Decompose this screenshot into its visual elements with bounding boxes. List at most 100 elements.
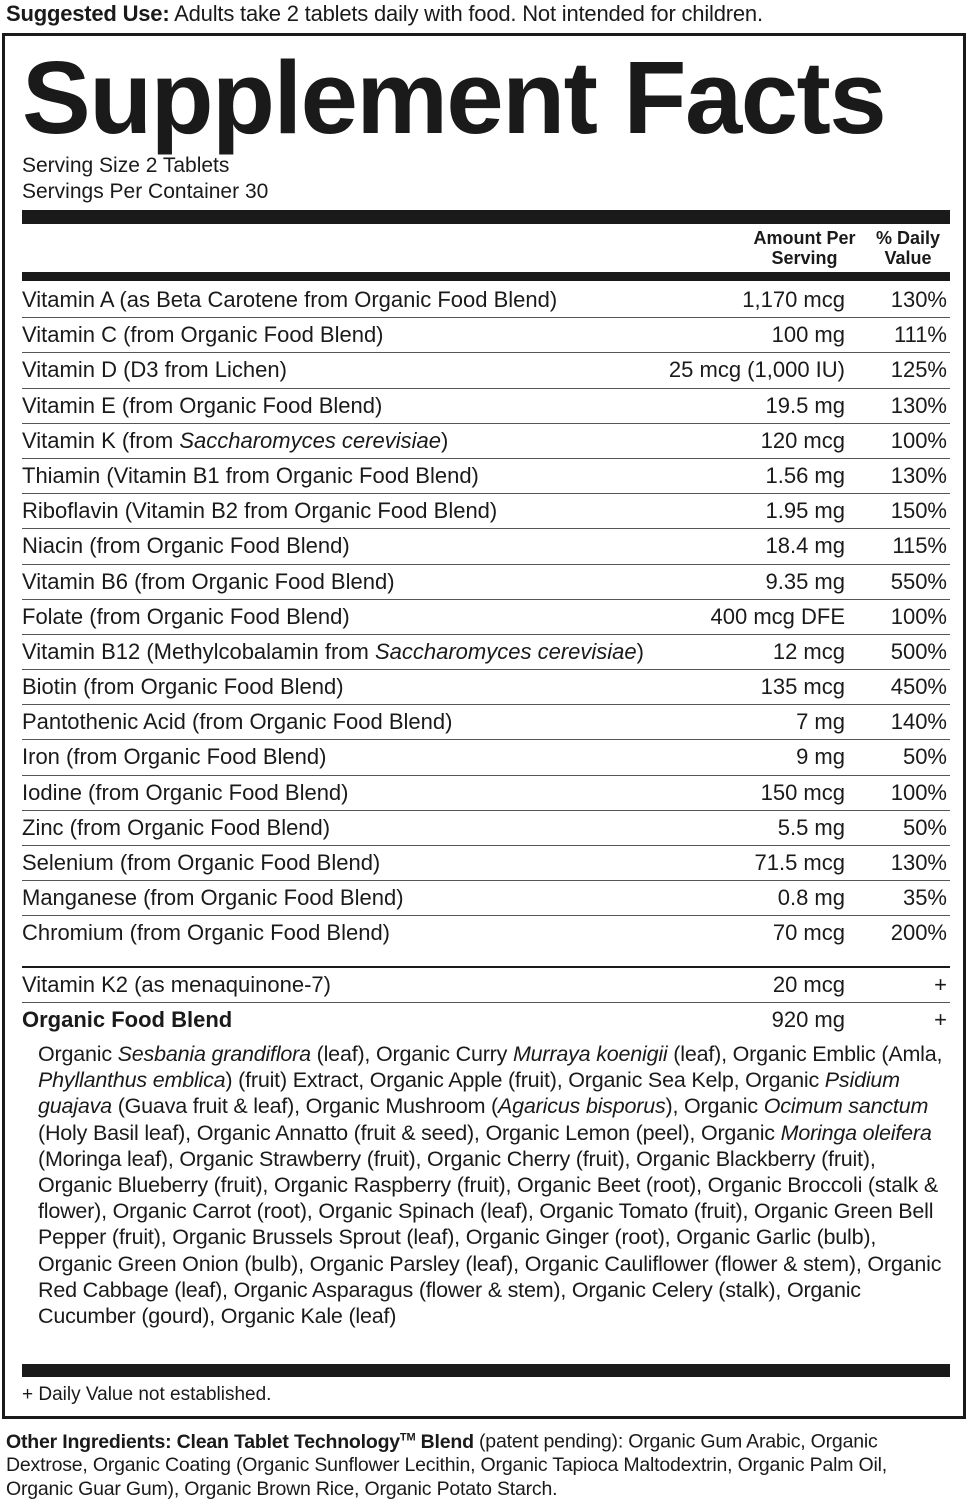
nutrient-row: Riboflavin (Vitamin B2 from Organic Food… (22, 494, 950, 530)
nutrient-row: Vitamin D (D3 from Lichen) 25 mcg (1,000 … (22, 353, 950, 389)
nutrient-name: Pantothenic Acid (from Organic Food Blen… (22, 705, 452, 738)
nutrient-row: Manganese (from Organic Food Blend) 0.8 m… (22, 881, 950, 917)
text-segment: Thiamin (Vitamin B1 from Organic Food Bl… (22, 462, 479, 488)
italic-species-name: Moringa oleifera (780, 1120, 932, 1145)
nutrient-name: Biotin (from Organic Food Blend) (22, 670, 344, 703)
suggested-use: Suggested Use: Adults take 2 tablets dai… (6, 0, 763, 28)
nutrient-daily-value: 550% (890, 568, 947, 594)
divider-medium (22, 272, 950, 281)
text-segment: ) (440, 427, 449, 453)
text-segment: Vitamin A (as Beta Carotene from Organic… (22, 287, 558, 312)
supplement-facts-panel: Supplement Facts Serving Size 2 Tablets … (2, 33, 966, 1419)
nutrient-amount: 71.5 mcg (754, 850, 846, 875)
nutrient-amount: 7 mg (796, 709, 845, 735)
nutrient-row: Niacin (from Organic Food Blend) 18.4 mg 1… (22, 529, 950, 565)
other-ingredients: Other Ingredients: Clean Tablet Technolo… (6, 1426, 956, 1501)
nutrient-daily-value: 100% (890, 779, 947, 805)
nutrient-row: Biotin (from Organic Food Blend) 135 mcg 4… (22, 670, 950, 706)
serving-info: Serving Size 2 Tablets Servings Per Cont… (22, 153, 268, 205)
italic-species-name: Psidium guajava (38, 1068, 900, 1119)
suggested-use-label: Suggested Use: (6, 1, 170, 26)
nutrient-row: Chromium (from Organic Food Blend) 70 mcg… (22, 916, 950, 951)
nutrient-daily-value: 35% (902, 885, 947, 911)
nutrient-row: Vitamin C (from Organic Food Blend) 100 m… (22, 318, 950, 354)
nutrient-name: Vitamin C (from Organic Food Blend) (22, 318, 384, 351)
nutrient-amount: 1,170 mcg (742, 287, 845, 312)
nutrient-amount: 1.56 mg (765, 462, 846, 488)
nutrient-row: Thiamin (Vitamin B1 from Organic Food Bl… (22, 459, 950, 495)
nutrient-row: Vitamin K2 (as menaquinone-7) 20 mcg + (22, 968, 950, 1004)
text-segment: (leaf), Organic Curry (310, 1042, 513, 1066)
nutrient-daily-value: 100% (890, 427, 947, 453)
nutrient-amount: 70 mcg (772, 920, 845, 946)
nutrient-amount: 20 mcg (772, 972, 845, 997)
nutrient-amount: 920 mg (771, 1007, 845, 1033)
italic-species-name: Murraya koenigii (512, 1042, 668, 1066)
nutrient-row: Iron (from Organic Food Blend) 9 mg 50% (22, 740, 950, 776)
nutrient-amount: 120 mcg (760, 427, 845, 453)
nutrient-daily-value: 200% (890, 920, 947, 946)
trademark-mark: TM (399, 1431, 416, 1443)
nutrient-name: Selenium (from Organic Food Blend) (22, 846, 380, 879)
nutrient-amount: 25 mcg (1,000 IU) (668, 357, 845, 383)
text-segment: Organic (38, 1042, 118, 1066)
other-ingredients-label-suffix: Blend (415, 1430, 474, 1453)
text-segment: ) (636, 638, 644, 664)
nutrient-row: Vitamin A (as Beta Carotene from Organic… (22, 283, 950, 319)
text-segment: Manganese (from Organic Food Blend) (22, 885, 404, 911)
text-segment: Vitamin D (D3 from Lichen) (22, 357, 287, 383)
nutrient-name: Zinc (from Organic Food Blend) (22, 811, 330, 844)
text-segment: Iron (from Organic Food Blend) (22, 744, 327, 770)
nutrient-row: Vitamin B12 (Methylcobalamin from Saccha… (22, 635, 950, 671)
text-segment: Vitamin K (from (22, 427, 180, 453)
nutrient-row: Vitamin B6 (from Organic Food Blend) 9.35… (22, 565, 950, 600)
italic-species-name: Sesbania grandiflora (117, 1042, 311, 1066)
footnote: + Daily Value not established. (22, 1384, 272, 1405)
nutrient-amount: 19.5 mg (765, 392, 846, 418)
nutrient-daily-value: 50% (902, 814, 947, 840)
column-header-daily-value: % Daily Value (875, 228, 941, 268)
text-segment: Vitamin E (from Organic Food Blend) (22, 392, 383, 418)
italic-species-name: Saccharomyces cerevisiae (179, 427, 441, 453)
italic-species-name: Phyllanthus emblica (38, 1068, 226, 1093)
nutrient-daily-value: 130% (890, 392, 947, 418)
text-segment: (Holy Basil leaf), Organic Annatto (frui… (38, 1120, 781, 1145)
nutrient-name: Thiamin (Vitamin B1 from Organic Food Bl… (22, 459, 479, 492)
nutrient-daily-value: 140% (890, 709, 947, 735)
text-segment: Iodine (from Organic Food Blend) (22, 779, 349, 805)
nutrient-name: Chromium (from Organic Food Blend) (22, 916, 390, 949)
nutrient-daily-value: 50% (902, 744, 947, 770)
nutrient-name: Vitamin K (from Saccharomyces cerevisiae… (22, 424, 448, 457)
nutrient-daily-value: + (934, 1007, 947, 1033)
text-segment: (Guava fruit & leaf), Organic Mushroom ( (111, 1094, 499, 1119)
divider-thick (22, 210, 950, 224)
nutrient-daily-value: 150% (890, 498, 947, 524)
nutrient-daily-value: 100% (890, 603, 947, 629)
nutrient-row: Vitamin E (from Organic Food Blend) 19.5 … (22, 389, 950, 424)
organic-food-blend-ingredients: Organic Sesbania grandiflora (leaf), Org… (38, 1041, 950, 1329)
nutrient-daily-value: 450% (890, 674, 947, 700)
nutrient-name: Organic Food Blend (22, 1003, 232, 1036)
text-segment: Vitamin B6 (from Organic Food Blend) (22, 568, 395, 594)
text-segment: Organic Food Blend (22, 1007, 233, 1033)
text-segment: Niacin (from Organic Food Blend) (22, 533, 350, 559)
nutrient-name: Vitamin A (as Beta Carotene from Organic… (22, 283, 557, 316)
nutrient-name: Vitamin D (D3 from Lichen) (22, 353, 287, 386)
nutrient-amount: 135 mcg (760, 674, 845, 700)
nutrient-name: Vitamin K2 (as menaquinone-7) (22, 968, 331, 1001)
nutrient-row: Organic Food Blend 920 mg + (22, 1003, 950, 1038)
nutrient-row: Zinc (from Organic Food Blend) 5.5 mg 50% (22, 811, 950, 846)
nutrient-name: Iodine (from Organic Food Blend) (22, 776, 349, 809)
nutrient-row: Selenium (from Organic Food Blend) 71.5 m… (22, 846, 950, 882)
nutrient-daily-value: + (934, 972, 947, 997)
nutrient-name: Manganese (from Organic Food Blend) (22, 881, 404, 914)
nutrient-name: Niacin (from Organic Food Blend) (22, 529, 350, 562)
italic-species-name: Saccharomyces cerevisiae (374, 638, 637, 664)
text-segment: Biotin (from Organic Food Blend) (22, 674, 344, 700)
nutrient-row: Vitamin K (from Saccharomyces cerevisiae… (22, 424, 950, 459)
nutrient-amount: 400 mcg DFE (710, 603, 846, 629)
divider-thick-bottom (22, 1364, 950, 1377)
text-segment: Vitamin B12 (Methylcobalamin from (22, 638, 375, 664)
text-segment: Selenium (from Organic Food Blend) (22, 850, 381, 875)
nutrient-row: Folate (from Organic Food Blend) 400 mcg … (22, 600, 950, 635)
